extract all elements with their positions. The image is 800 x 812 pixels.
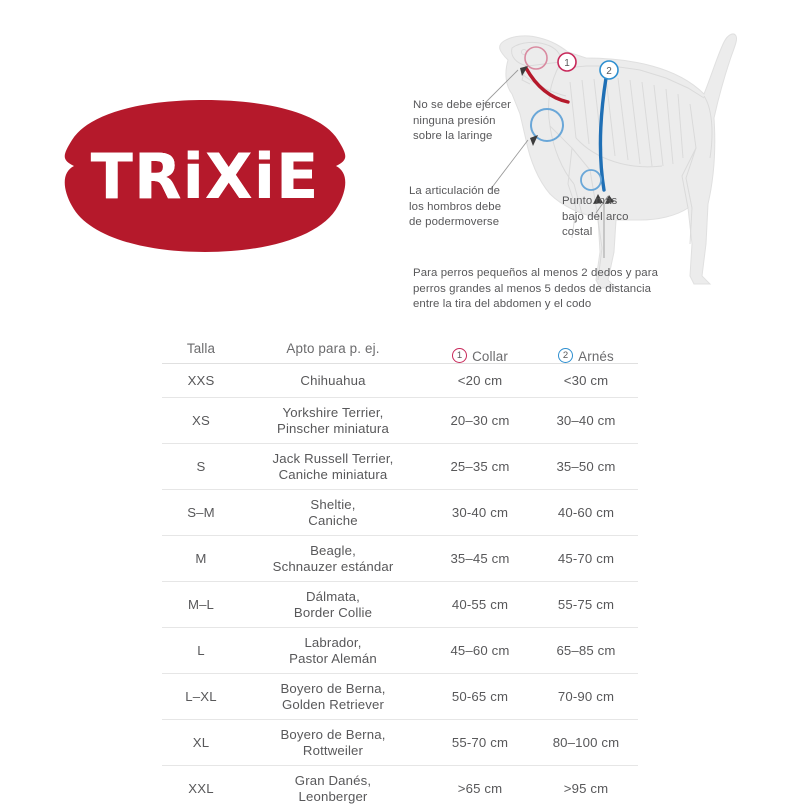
column-header-breed: Apto para p. ej. — [286, 340, 380, 356]
dog-anatomy-diagram: 1 2 — [400, 8, 790, 320]
annotation-costal-arch: Punto más bajo del arco costal — [562, 195, 629, 238]
cell-collar: 40-55 cm — [451, 596, 509, 612]
cell-size: M–L — [187, 596, 215, 612]
column-header-harness: 2 Arnés — [534, 333, 638, 365]
leader-arrowheads — [520, 66, 614, 204]
cell-breed: Gran Danés, Leonberger — [294, 773, 372, 804]
column-header-harness-label: Arnés — [578, 348, 614, 364]
marker-1-collar: 1 — [557, 52, 577, 72]
cell-collar: 50-65 cm — [451, 688, 509, 704]
cell-collar: <20 cm — [457, 372, 503, 388]
cell-harness: 80–100 cm — [552, 734, 620, 750]
svg-text:2: 2 — [606, 66, 612, 77]
table-row: XL Boyero de Berna, Rottweiler 55-70 cm 80–… — [162, 720, 638, 766]
collar-line — [524, 66, 570, 104]
dog-skeleton-lines — [511, 41, 713, 281]
table-row: S–M Sheltie, Caniche 30-40 cm 40-60 cm — [162, 490, 638, 536]
column-header-collar-label: Collar — [472, 348, 508, 364]
shoulder-highlight-circle — [530, 108, 564, 142]
table-row: XS Yorkshire Terrier, Pinscher miniatura 2… — [162, 398, 638, 444]
cell-collar: 20–30 cm — [450, 412, 510, 428]
logo-wordmark: TRiXiE — [60, 96, 350, 256]
table-row: XXS Chihuahua <20 cm <30 cm — [162, 364, 638, 398]
column-header-size: Talla — [186, 340, 216, 356]
logo-wordmark-text: TRiXiE — [90, 139, 320, 213]
header-illustration-area: TRiXiE — [0, 0, 800, 320]
cell-size: L–XL — [185, 688, 217, 704]
column-header-collar: 1 Collar — [426, 333, 534, 365]
size-chart-table: Talla Apto para p. ej. 1 Collar 2 Arnés XX… — [162, 334, 638, 812]
harness-line — [598, 76, 608, 192]
cell-breed: Yorkshire Terrier, Pinscher miniatura — [277, 404, 389, 436]
cell-size: S–M — [187, 504, 215, 520]
larynx-highlight-circle — [524, 46, 548, 70]
cell-size: M — [195, 550, 207, 566]
cell-size: L — [197, 642, 205, 658]
cell-size: XXS — [187, 372, 215, 388]
logo-blob-shape — [64, 100, 346, 252]
marker-2-harness: 2 — [599, 60, 619, 80]
cell-collar: 55-70 cm — [451, 734, 509, 750]
cell-harness: 35–50 cm — [556, 458, 616, 474]
cell-harness: 65–85 cm — [556, 642, 616, 658]
cell-harness: 40-60 cm — [557, 504, 615, 520]
cell-harness: >95 cm — [563, 781, 609, 796]
cell-collar: 35–45 cm — [450, 550, 510, 566]
annotation-larynx: No se debe ejercer ninguna presión sobre… — [413, 99, 512, 142]
cell-breed: Beagle, Schnauzer estándar — [272, 542, 394, 574]
table-row: XXL Gran Danés, Leonberger >65 cm >95 cm — [162, 766, 638, 812]
cell-breed: Labrador, Pastor Alemán — [289, 634, 377, 666]
cell-size: XXL — [188, 781, 214, 796]
table-body: XXS Chihuahua <20 cm <30 cm XS Yorkshire Terr… — [162, 364, 638, 812]
dog-diagram-svg: 1 2 — [483, 33, 737, 289]
cell-breed: Boyero de Berna, Golden Retriever — [280, 680, 386, 712]
annotation-finger-distance: Para perros pequeños al menos 2 dedos y … — [413, 267, 659, 310]
costal-arch-highlight-circle — [580, 169, 602, 191]
cell-harness: 70-90 cm — [557, 688, 615, 704]
cell-collar: 25–35 cm — [450, 458, 510, 474]
leader-lines — [483, 69, 609, 258]
table-row: L–XL Boyero de Berna, Golden Retriever 50-… — [162, 674, 638, 720]
cell-size: XS — [192, 412, 210, 428]
marker-2-icon: 2 — [558, 348, 574, 364]
cell-collar: >65 cm — [457, 781, 503, 796]
cell-collar: 30-40 cm — [451, 504, 509, 520]
trixie-logo: TRiXiE — [60, 96, 350, 256]
cell-harness: 55-75 cm — [557, 596, 615, 612]
cell-size: XL — [192, 734, 210, 750]
marker-1-icon: 1 — [452, 348, 468, 364]
cell-collar: 45–60 cm — [450, 642, 510, 658]
cell-harness: 30–40 cm — [556, 412, 616, 428]
table-row: L Labrador, Pastor Alemán 45–60 cm 65–85 cm — [162, 628, 638, 674]
svg-text:1: 1 — [564, 58, 570, 69]
cell-breed: Chihuahua — [300, 372, 366, 388]
annotation-shoulder: La articulación de los hombros debe de p… — [409, 185, 502, 228]
table-header-row: Talla Apto para p. ej. 1 Collar 2 Arnés — [162, 334, 638, 364]
cell-breed: Sheltie, Caniche — [308, 496, 358, 528]
table-row: M–L Dálmata, Border Collie 40-55 cm 55-75 c… — [162, 582, 638, 628]
cell-harness: 45-70 cm — [557, 550, 615, 566]
cell-harness: <30 cm — [563, 372, 609, 388]
cell-breed: Boyero de Berna, Rottweiler — [280, 726, 386, 758]
table-row: M Beagle, Schnauzer estándar 35–45 cm 45-70… — [162, 536, 638, 582]
cell-breed: Dálmata, Border Collie — [293, 588, 373, 620]
cell-breed: Jack Russell Terrier, Caniche miniatura — [272, 450, 394, 482]
table-row: S Jack Russell Terrier, Caniche miniatura… — [162, 444, 638, 490]
cell-size: S — [196, 458, 206, 474]
